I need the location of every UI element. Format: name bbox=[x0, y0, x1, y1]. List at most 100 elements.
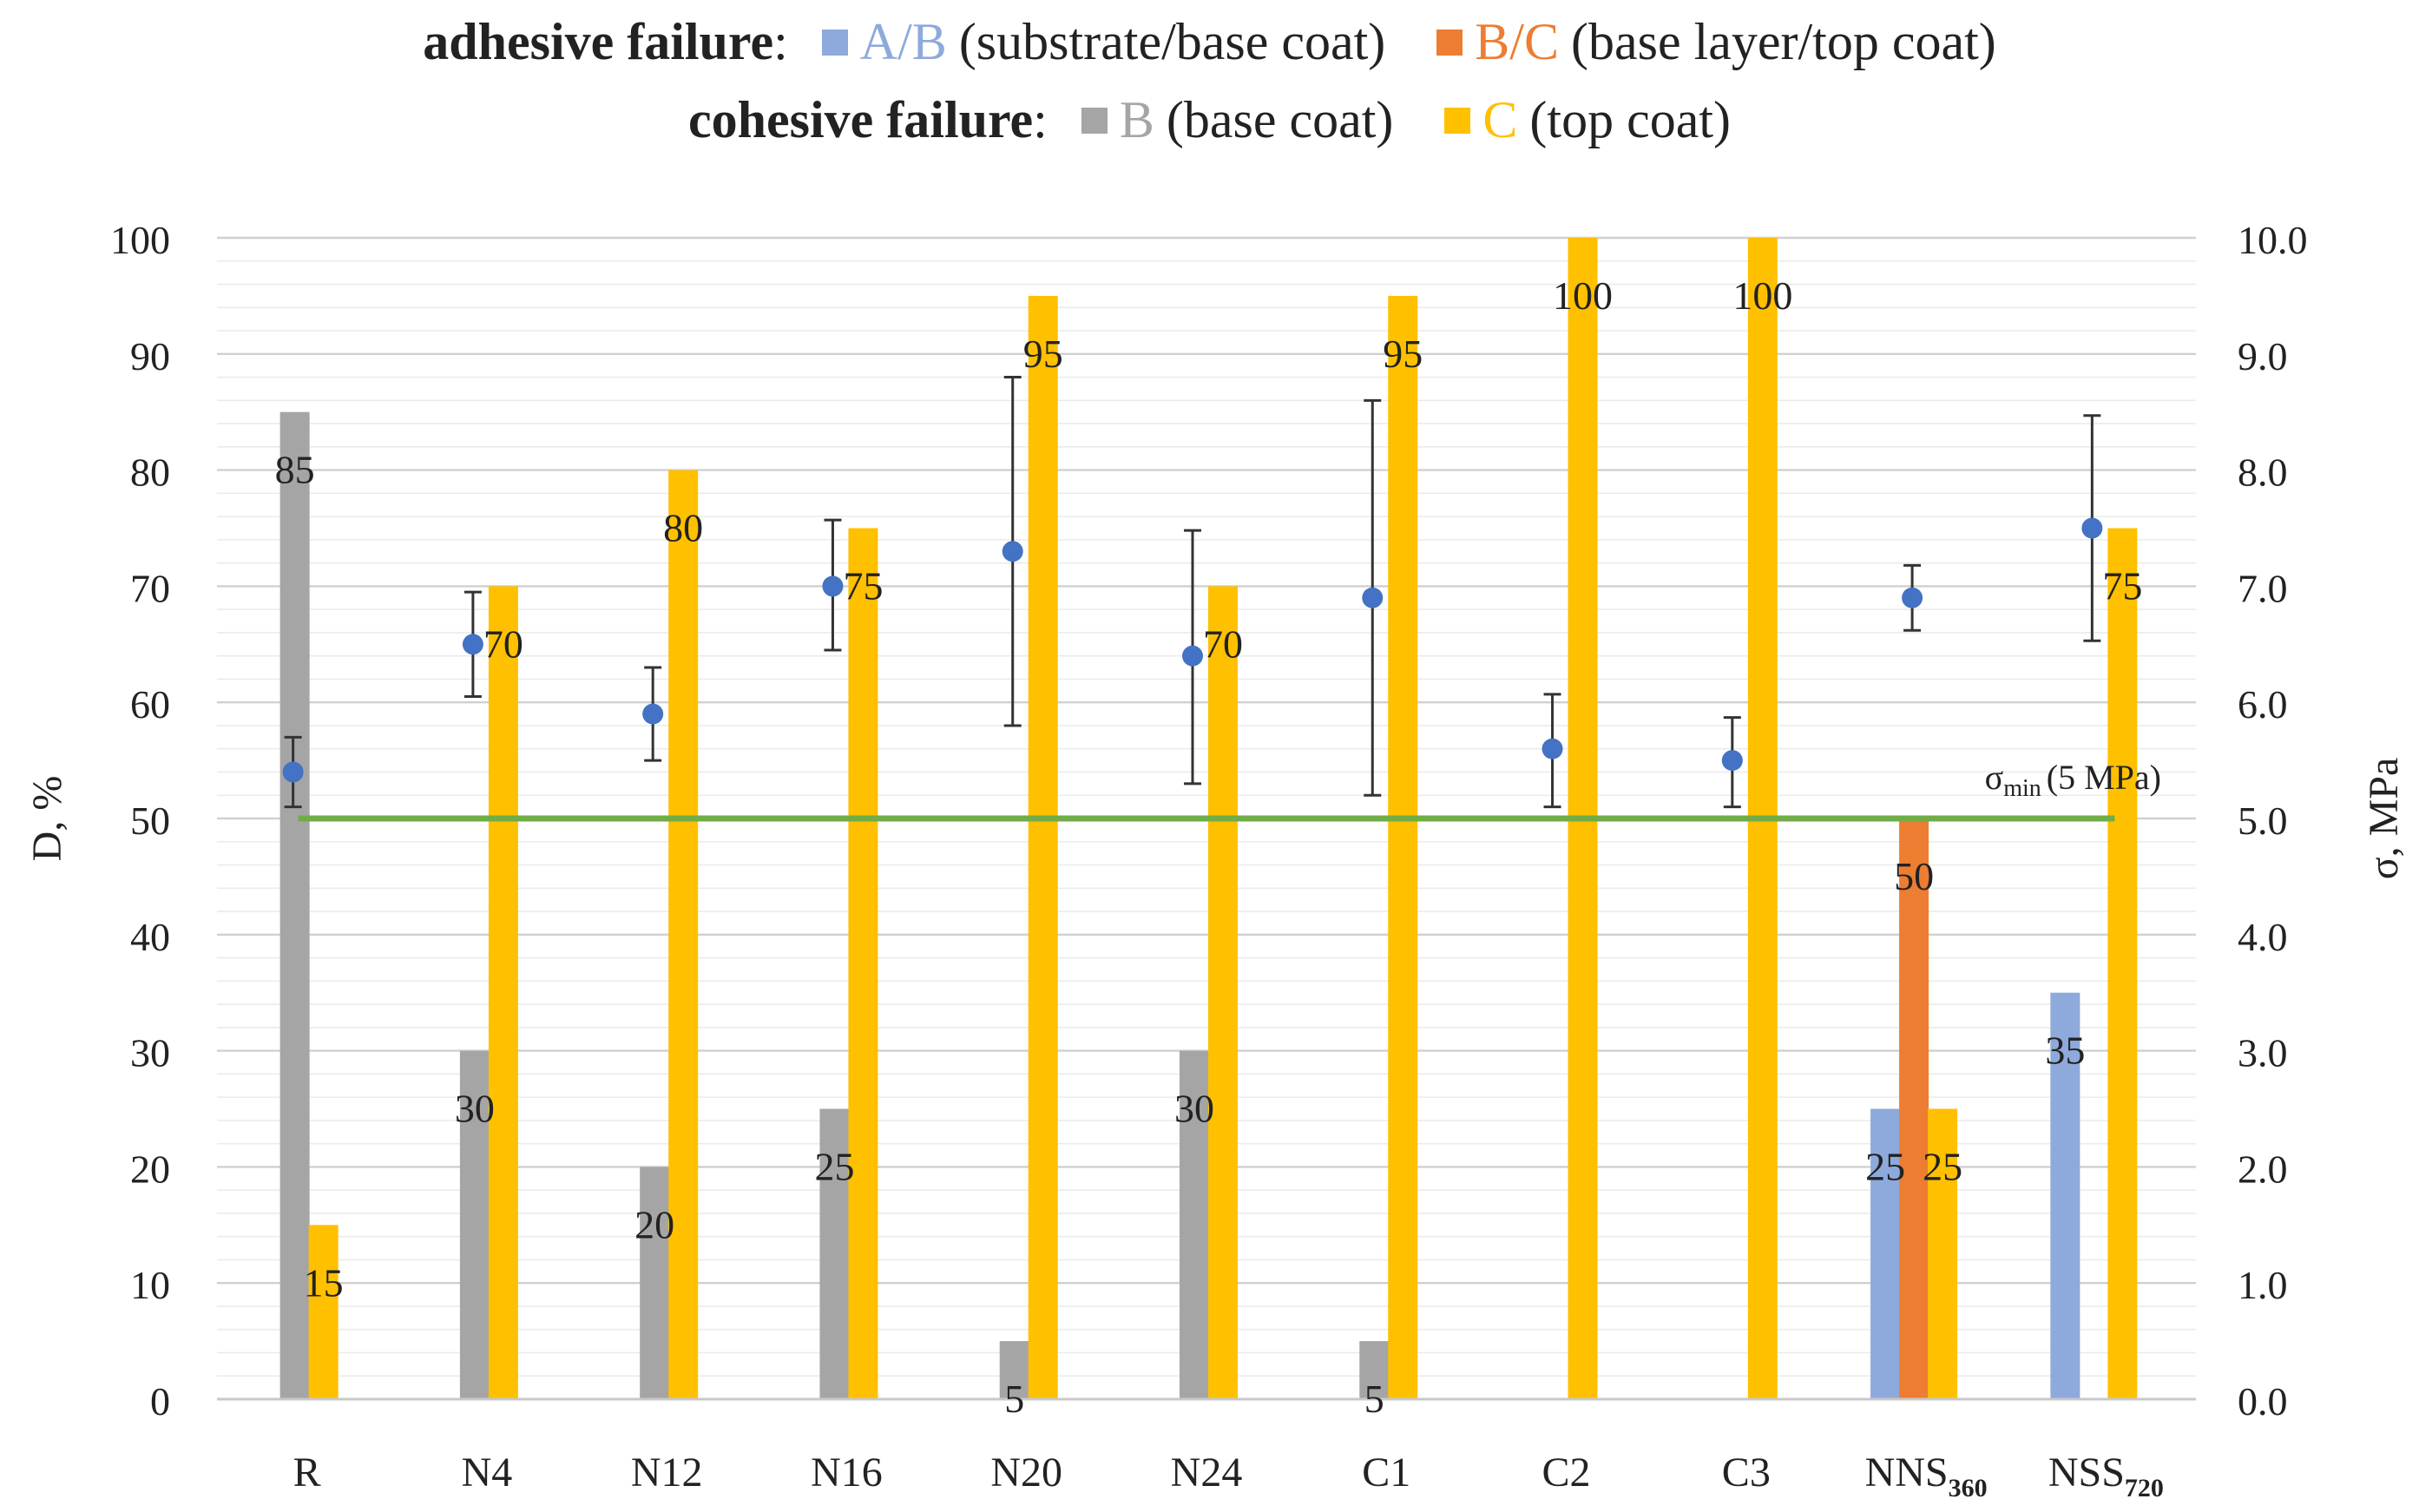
data-label: 30 bbox=[1174, 1087, 1214, 1131]
y-right-tick-label: 1.0 bbox=[2238, 1263, 2288, 1307]
bar-3 bbox=[1359, 1341, 1390, 1399]
bar-3 bbox=[279, 411, 310, 1400]
y-right-tick-label: 7.0 bbox=[2238, 566, 2288, 610]
y-right-tick-label: 10.0 bbox=[2238, 218, 2308, 262]
bar-4 bbox=[1928, 1108, 1958, 1399]
legend-adhesive-header: adhesive failure bbox=[423, 13, 774, 70]
threshold-label: σmin (5 MPa) bbox=[1985, 758, 2161, 802]
legend-code-bc: B/C bbox=[1475, 13, 1559, 70]
data-label: 95 bbox=[1023, 332, 1063, 376]
legend-text-c: (top coat) bbox=[1529, 91, 1731, 148]
bar-4 bbox=[848, 528, 878, 1399]
data-label: 25 bbox=[1865, 1145, 1905, 1189]
stress-point bbox=[462, 634, 483, 655]
legend-adhesive: adhesive failure: A/B (substrate/base coa… bbox=[0, 12, 2419, 72]
stress-point bbox=[1362, 587, 1384, 608]
data-label: 5 bbox=[1004, 1377, 1024, 1421]
y-right-tick-label: 2.0 bbox=[2238, 1147, 2288, 1191]
y-right-tick-label: 3.0 bbox=[2238, 1031, 2288, 1075]
x-tick-label: N12 bbox=[631, 1450, 703, 1496]
stress-point bbox=[1002, 541, 1023, 562]
data-label: 70 bbox=[1203, 621, 1243, 666]
y-left-tick-label: 80 bbox=[130, 450, 170, 495]
y-right-axis-title: σ, MPa bbox=[2361, 758, 2407, 880]
legend-cohesive-header: cohesive failure bbox=[688, 91, 1034, 148]
y-right-tick-label: 5.0 bbox=[2238, 799, 2288, 843]
legend-swatch-b bbox=[1081, 108, 1108, 134]
data-label: 85 bbox=[275, 448, 315, 492]
legend-code-c: C bbox=[1482, 91, 1518, 148]
x-tick-label: C1 bbox=[1362, 1450, 1410, 1496]
bar-3 bbox=[819, 1108, 850, 1399]
data-label: 15 bbox=[304, 1260, 344, 1305]
data-label: 50 bbox=[1894, 854, 1934, 898]
y-left-tick-label: 0 bbox=[150, 1379, 170, 1423]
stress-point bbox=[1902, 587, 1923, 608]
x-tick-label: N24 bbox=[1171, 1450, 1243, 1496]
legend-swatch-c bbox=[1444, 108, 1471, 134]
data-label: 75 bbox=[843, 564, 883, 608]
stress-point bbox=[1721, 750, 1743, 772]
y-left-tick-label: 60 bbox=[130, 682, 170, 726]
x-tick-label: NSS720 bbox=[2048, 1450, 2164, 1502]
bar-4 bbox=[308, 1225, 339, 1399]
bar-4 bbox=[1388, 295, 1418, 1399]
data-label: 20 bbox=[634, 1202, 674, 1246]
data-label: 25 bbox=[1923, 1145, 1962, 1189]
y-left-tick-label: 10 bbox=[130, 1263, 170, 1307]
data-label: 30 bbox=[455, 1087, 495, 1131]
bar-2 bbox=[1899, 818, 1929, 1399]
bar-4 bbox=[488, 586, 518, 1399]
x-tick-label: C3 bbox=[1722, 1450, 1771, 1496]
legend-text-b: (base coat) bbox=[1166, 91, 1394, 148]
stress-point bbox=[1541, 738, 1563, 759]
y-left-tick-label: 70 bbox=[130, 566, 170, 610]
bar-3 bbox=[999, 1341, 1029, 1399]
data-label: 100 bbox=[1732, 273, 1792, 318]
stress-point bbox=[2081, 517, 2103, 539]
legend-cohesive: cohesive failure: B (base coat) C (top coa… bbox=[0, 90, 2419, 150]
y-right-tick-label: 0.0 bbox=[2238, 1379, 2288, 1423]
bar-3 bbox=[640, 1167, 670, 1399]
data-label: 25 bbox=[814, 1145, 854, 1189]
bar-4 bbox=[2107, 528, 2138, 1399]
x-tick-label: N16 bbox=[811, 1450, 883, 1496]
bar-4 bbox=[1028, 295, 1058, 1399]
y-right-tick-label: 9.0 bbox=[2238, 334, 2288, 378]
legend-code-b: B bbox=[1119, 91, 1154, 148]
bar-1 bbox=[1870, 1108, 1901, 1399]
y-right-tick-label: 4.0 bbox=[2238, 915, 2288, 959]
y-left-axis-title: D, % bbox=[24, 776, 70, 862]
y-right-tick-label: 8.0 bbox=[2238, 450, 2288, 495]
y-left-tick-label: 90 bbox=[130, 334, 170, 378]
stress-point bbox=[642, 703, 664, 725]
data-label: 75 bbox=[2102, 564, 2142, 608]
legend-swatch-bc bbox=[1436, 30, 1463, 56]
data-label: 5 bbox=[1364, 1377, 1384, 1421]
x-tick-label: N4 bbox=[462, 1450, 513, 1496]
legend-text-ab: (substrate/base coat) bbox=[958, 13, 1386, 70]
bar-3 bbox=[459, 1050, 490, 1399]
bar-1 bbox=[2050, 992, 2080, 1399]
y-left-tick-label: 40 bbox=[130, 915, 170, 959]
x-tick-label: R bbox=[293, 1450, 321, 1496]
y-left-tick-label: 20 bbox=[130, 1147, 170, 1191]
legend-text-bc: (base layer/top coat) bbox=[1571, 13, 1996, 70]
legend-swatch-ab bbox=[821, 30, 848, 56]
bar-4 bbox=[668, 470, 699, 1399]
y-left-tick-label: 100 bbox=[110, 218, 170, 262]
legend-code-ab: A/B bbox=[859, 13, 947, 70]
bar-4 bbox=[1208, 586, 1238, 1399]
legend-colon-2: : bbox=[1033, 91, 1048, 148]
x-tick-label: NNS360 bbox=[1865, 1450, 1988, 1502]
y-left-tick-label: 50 bbox=[130, 799, 170, 843]
x-tick-label: N20 bbox=[990, 1450, 1062, 1496]
x-tick-label: C2 bbox=[1542, 1450, 1591, 1496]
data-label: 80 bbox=[663, 506, 703, 550]
data-label: 70 bbox=[483, 621, 523, 666]
stress-point bbox=[1182, 645, 1203, 667]
data-label: 35 bbox=[2045, 1029, 2085, 1073]
data-label: 100 bbox=[1553, 273, 1613, 318]
y-left-tick-label: 30 bbox=[130, 1031, 170, 1075]
